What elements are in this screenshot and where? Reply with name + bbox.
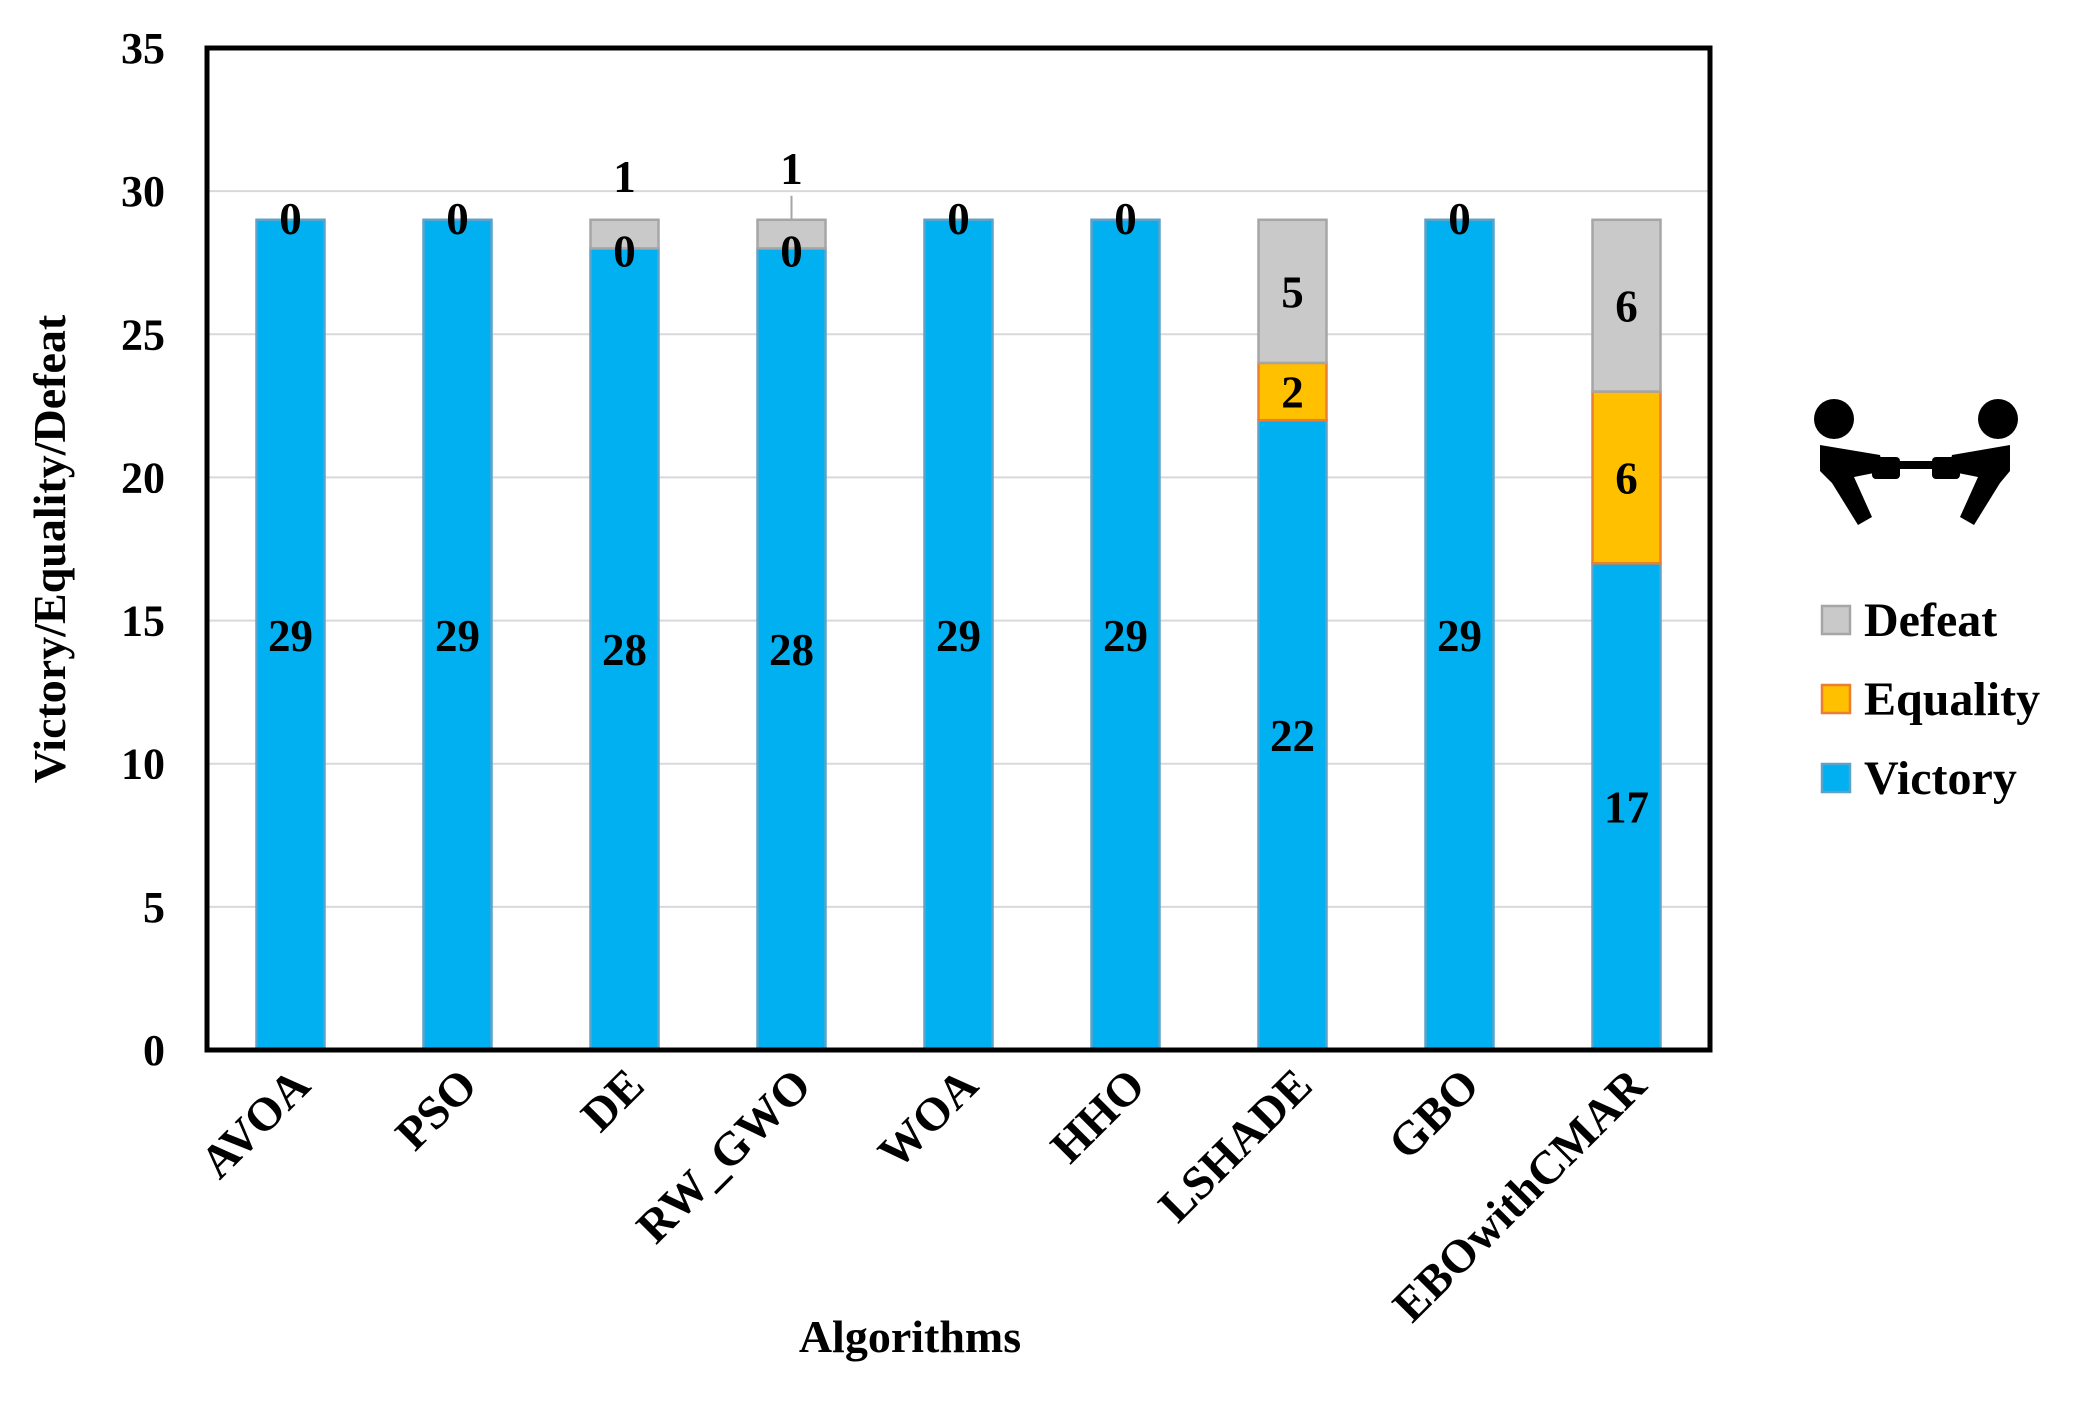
- bars: [255, 218, 1662, 1052]
- data-label-defeat: 6: [1615, 282, 1638, 332]
- data-label-defeat: 5: [1281, 267, 1304, 317]
- data-label-victory: 29: [435, 611, 480, 661]
- data-label-equality: 0: [947, 194, 970, 244]
- bar-victory-ebowithcmar: [1591, 562, 1662, 1052]
- legend-label-equality: Equality: [1864, 673, 2040, 726]
- data-label-equality: 0: [1114, 194, 1137, 244]
- data-label-victory: 29: [936, 611, 981, 661]
- y-tick-label: 15: [121, 597, 165, 646]
- bar-victory-pso: [422, 218, 493, 1052]
- bar-victory-hho: [1090, 218, 1161, 1052]
- y-axis-ticks: 0 5 10 15 20 25 30 35: [121, 24, 165, 1075]
- data-label-equality: 2: [1281, 368, 1304, 418]
- y-axis-title: Victory/Equality/Defeat: [24, 314, 75, 783]
- data-label-victory: 29: [268, 611, 313, 661]
- x-axis-title: Algorithms: [799, 1311, 1021, 1362]
- y-tick-label: 20: [121, 453, 165, 502]
- legend-swatch-equality: [1820, 683, 1852, 715]
- bar-victory-gbo: [1424, 218, 1495, 1052]
- bar-defeat-ebowithcmar: [1591, 218, 1662, 393]
- bar-victory-woa: [923, 218, 994, 1052]
- x-category-label: AVOA: [191, 1059, 321, 1189]
- y-tick-label: 10: [121, 740, 165, 789]
- bar-defeat-lshade: [1257, 218, 1328, 365]
- data-label-victory: 28: [769, 625, 814, 675]
- data-label-victory: 29: [1103, 611, 1148, 661]
- data-label-equality: 0: [446, 194, 469, 244]
- data-label-victory: 17: [1604, 783, 1649, 833]
- bar-victory-de: [589, 247, 660, 1052]
- bar-victory-rw-gwo: [756, 247, 827, 1052]
- bar-equality-lshade: [1257, 361, 1328, 422]
- data-label-victory: 28: [602, 625, 647, 675]
- data-label-equality: 6: [1615, 453, 1638, 503]
- data-label-equality: 0: [279, 194, 302, 244]
- legend: Defeat Equality Victory: [1820, 594, 2040, 805]
- x-category-label: LSHADE: [1149, 1059, 1322, 1232]
- bar-defeat-rw-gwo: [756, 218, 827, 250]
- y-tick-label: 25: [121, 310, 165, 359]
- x-category-label: WOA: [868, 1059, 988, 1179]
- x-category-label: HHO: [1041, 1059, 1155, 1173]
- tug-of-war-icon: [1810, 375, 2020, 585]
- y-tick-label: 30: [121, 167, 165, 216]
- data-label-equality: 0: [1448, 194, 1471, 244]
- data-label-victory: 22: [1270, 711, 1315, 761]
- plot-area-frame: [204, 45, 1713, 1053]
- data-label-victory: 29: [1437, 611, 1482, 661]
- y-tick-label: 35: [121, 24, 165, 73]
- data-label-defeat: 1: [613, 152, 636, 202]
- x-category-label: DE: [571, 1059, 654, 1142]
- x-category-label: RW_GWO: [627, 1059, 821, 1253]
- y-tick-label: 5: [143, 883, 165, 932]
- legend-label-defeat: Defeat: [1864, 594, 1997, 647]
- x-category-label: GBO: [1379, 1059, 1490, 1170]
- x-category-label: PSO: [386, 1059, 487, 1160]
- legend-swatch-defeat: [1820, 604, 1852, 636]
- data-label-equality: 0: [780, 226, 803, 276]
- y-tick-label: 0: [143, 1026, 165, 1075]
- bar-equality-ebowithcmar: [1591, 390, 1662, 565]
- data-label-defeat: 1: [780, 144, 803, 194]
- data-label-equality: 0: [613, 226, 636, 276]
- legend-swatch-victory: [1820, 762, 1852, 794]
- legend-label-victory: Victory: [1864, 752, 2017, 805]
- bar-defeat-de: [589, 218, 660, 250]
